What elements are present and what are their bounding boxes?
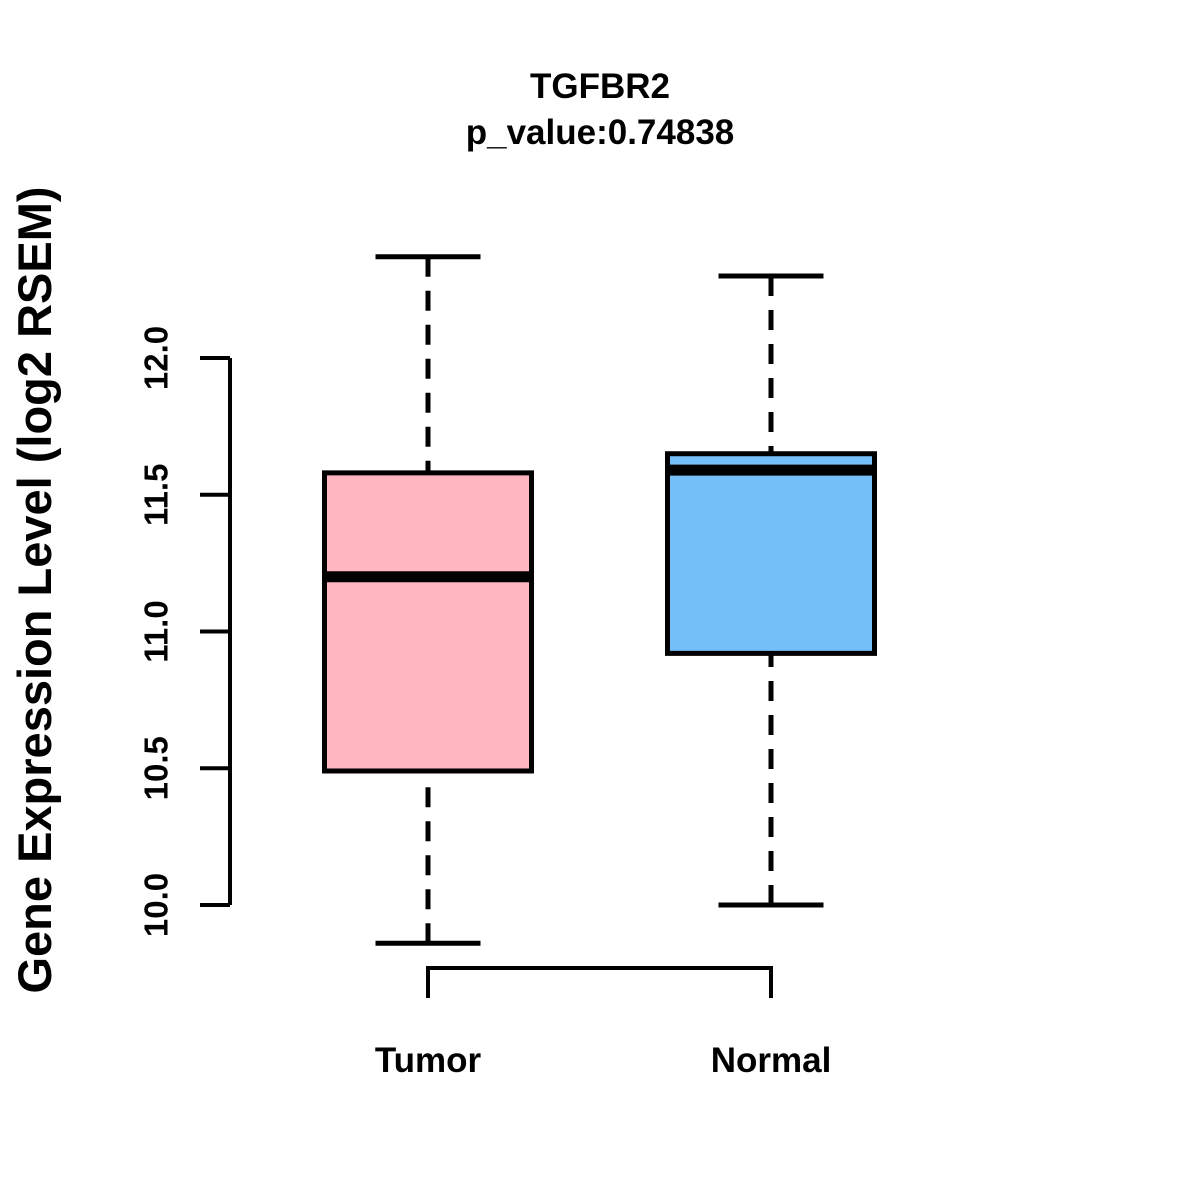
y-axis-tick-label: 10.0 [138, 873, 175, 937]
x-label-normal: Normal [710, 1041, 832, 1080]
y-axis-tick-label: 11.5 [138, 464, 175, 526]
chart-title: TGFBR2 [530, 67, 670, 106]
x-label-tumor: Tumor [374, 1041, 482, 1080]
normal-box [665, 451, 877, 656]
chart-subtitle: p_value:0.74838 [465, 113, 735, 152]
tumor-box [322, 470, 534, 774]
y-axis-tick-label: 12.0 [138, 326, 175, 390]
y-axis-tick-label: 11.0 [138, 600, 175, 662]
x-axis-bracket [426, 966, 773, 998]
y-axis-tick-label: 10.5 [138, 736, 175, 800]
